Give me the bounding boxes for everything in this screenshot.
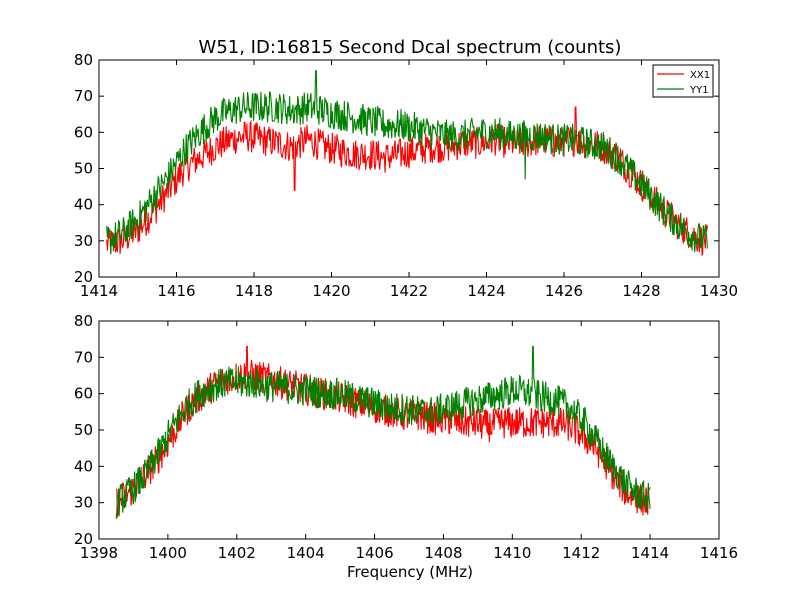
axes-top: 1414 1416 1418 1420 1422 1424 1426 1428 1430 20 30…: [74, 51, 738, 300]
bottom-series-yy1: [115, 345, 651, 519]
bottom-x-tick-label: 1408: [424, 544, 462, 562]
bottom-x-tick-label: 1398: [80, 544, 118, 562]
top-y-tick-label: 60: [74, 123, 93, 141]
top-y-tick-label: 40: [74, 196, 93, 214]
bottom-series-xx1: [115, 345, 651, 518]
bottom-y-tick-label: 30: [74, 494, 93, 512]
legend-label-yy1: YY1: [689, 85, 709, 96]
bottom-y-tick-label: 50: [74, 421, 93, 439]
top-x-tick-label: 1426: [545, 282, 583, 300]
top-x-tick-label: 1414: [80, 282, 118, 300]
x-axis-label: Frequency (MHz): [347, 563, 473, 581]
bottom-x-tick-label: 1404: [287, 544, 325, 562]
axes-bottom: 1398 1400 1402 1404 1406 1408 1410 1412 1414 1416…: [74, 312, 738, 562]
top-y-tick-label: 80: [74, 51, 93, 69]
bottom-x-tick-label: 1400: [149, 544, 187, 562]
top-series-yy1: [106, 70, 708, 254]
top-y-tick-label: 50: [74, 160, 93, 178]
bottom-y-tick-label: 60: [74, 385, 93, 403]
top-x-tick-label: 1422: [390, 282, 428, 300]
bottom-y-tick-label: 70: [74, 348, 93, 366]
top-x-tick-label: 1418: [235, 282, 273, 300]
top-y-tick-label: 70: [74, 87, 93, 105]
bottom-x-tick-label: 1416: [700, 544, 738, 562]
legend: XX1 YY1: [652, 64, 714, 98]
top-y-tick-label: 20: [74, 268, 93, 286]
top-y-tick-label: 30: [74, 232, 93, 250]
bottom-x-tick-label: 1402: [218, 544, 256, 562]
bottom-x-tick-label: 1406: [355, 544, 393, 562]
bottom-y-tick-label: 40: [74, 457, 93, 475]
chart-title: W51, ID:16815 Second Dcal spectrum (coun…: [199, 37, 622, 58]
bottom-x-tick-label: 1412: [562, 544, 600, 562]
legend-box: [652, 64, 714, 98]
bottom-x-tick-label: 1410: [493, 544, 531, 562]
bottom-x-tick-label: 1414: [631, 544, 669, 562]
top-x-tick-label: 1424: [467, 282, 505, 300]
legend-label-xx1: XX1: [690, 70, 710, 81]
bottom-y-tick-label: 20: [74, 530, 93, 548]
top-x-tick-label: 1420: [312, 282, 350, 300]
top-x-tick-label: 1428: [622, 282, 660, 300]
bottom-y-tick-label: 80: [74, 312, 93, 330]
top-x-tick-label: 1430: [700, 282, 738, 300]
top-x-tick-label: 1416: [157, 282, 195, 300]
